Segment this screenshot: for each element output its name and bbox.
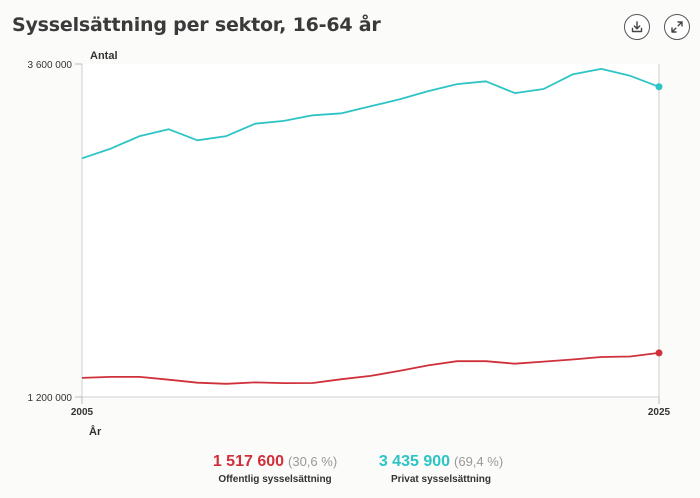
series-end-point-1[interactable] (655, 349, 663, 357)
download-icon (631, 21, 643, 33)
series-line-1[interactable] (81, 352, 660, 385)
series-end-point-0[interactable] (655, 83, 663, 91)
private-value: 3 435 900 (378, 453, 451, 470)
public-name: Offentlig sysselsättning (218, 474, 332, 485)
series-line-0[interactable] (81, 68, 660, 160)
x-axis-title: År (89, 426, 102, 438)
legend-public[interactable]: 1 517 600 (30,6 %) Offentlig sysselsättni… (190, 453, 360, 485)
y-axis-title: Antal (90, 50, 118, 62)
legend-private[interactable]: 3 435 900 (69,4 %) Privat sysselsättning (356, 453, 526, 485)
x-tick-label-end: 2025 (648, 407, 671, 418)
series-layer (81, 68, 663, 385)
y-tick-label-bottom: 1 200 000 (28, 393, 73, 404)
public-value: 1 517 600 (212, 453, 285, 470)
private-name: Privat sysselsättning (390, 474, 492, 485)
chart-title: Sysselsättning per sektor, 16-64 år (12, 14, 381, 36)
private-percent: (69,4 %) (454, 454, 504, 469)
y-tick-label-top: 3 600 000 (28, 60, 73, 71)
expand-button[interactable] (664, 14, 690, 40)
download-button[interactable] (624, 14, 650, 40)
x-tick-label-start: 2005 (71, 407, 94, 418)
plot-area (82, 64, 659, 397)
public-percent: (30,6 %) (288, 454, 338, 469)
expand-icon (671, 21, 683, 33)
